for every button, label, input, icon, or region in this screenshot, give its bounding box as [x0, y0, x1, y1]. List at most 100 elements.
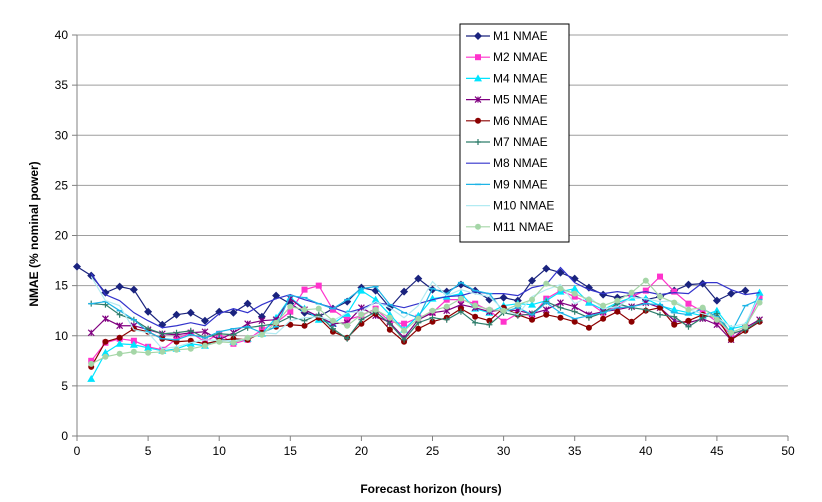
data-point — [301, 286, 308, 293]
legend-marker — [475, 223, 481, 230]
data-point — [301, 317, 308, 324]
data-point — [571, 308, 578, 315]
data-point — [685, 317, 692, 324]
legend-item: M6 NMAE — [466, 114, 548, 128]
legend-item: M4 NMAE — [466, 71, 548, 85]
data-point — [486, 321, 493, 328]
data-point — [415, 325, 422, 332]
data-point — [130, 348, 137, 355]
legend-marker — [474, 32, 482, 40]
data-point — [571, 303, 579, 311]
data-point — [115, 339, 124, 347]
data-point — [742, 323, 749, 330]
data-point — [528, 300, 537, 308]
series-7 — [90, 266, 760, 329]
data-point — [130, 337, 137, 344]
data-point — [443, 296, 450, 303]
legend-item: M11 NMAE — [466, 220, 553, 234]
data-point — [642, 287, 649, 294]
x-tick-label: 25 — [426, 444, 440, 458]
data-point — [571, 318, 578, 325]
data-point — [358, 316, 365, 323]
data-point — [528, 276, 537, 285]
data-point — [443, 303, 450, 310]
legend-item: M7 NMAE — [466, 135, 548, 149]
data-point — [699, 314, 706, 321]
data-point — [144, 307, 153, 316]
data-point — [486, 306, 493, 313]
data-point — [358, 311, 365, 318]
data-point — [329, 317, 336, 324]
data-point — [159, 330, 166, 337]
y-tick-label: 5 — [61, 379, 68, 393]
data-point — [457, 295, 464, 302]
data-point — [685, 306, 692, 313]
y-tick-label: 10 — [55, 329, 69, 343]
gridlines — [77, 34, 788, 437]
data-point — [657, 311, 664, 318]
data-point — [287, 313, 294, 320]
data-point — [485, 295, 494, 304]
data-point — [529, 296, 536, 303]
y-tick-label: 20 — [55, 229, 69, 243]
data-point — [129, 340, 138, 348]
x-tick-label: 35 — [568, 444, 582, 458]
data-point — [727, 289, 736, 298]
data-point — [244, 334, 251, 341]
data-point — [712, 306, 721, 314]
y-tick-label: 25 — [55, 178, 69, 192]
legend-label: M11 NMAE — [493, 220, 553, 234]
data-point — [87, 329, 95, 337]
data-point — [401, 327, 408, 334]
legend-label: M2 NMAE — [493, 50, 548, 64]
data-point — [116, 334, 123, 341]
data-point — [186, 308, 195, 317]
data-point — [514, 301, 521, 308]
data-point — [642, 277, 649, 284]
data-point — [728, 336, 735, 343]
legend-item: M5 NMAE — [466, 93, 548, 107]
data-point — [755, 288, 764, 296]
legend-label: M7 NMAE — [493, 135, 548, 149]
data-point — [557, 304, 564, 311]
data-point — [500, 318, 507, 325]
legend-label: M1 NMAE — [493, 29, 548, 43]
data-point — [215, 307, 224, 316]
data-point — [570, 274, 579, 283]
series-1 — [73, 262, 750, 329]
data-point — [557, 285, 564, 292]
data-point — [230, 331, 237, 338]
data-point — [216, 338, 223, 345]
data-point — [443, 316, 450, 323]
data-point — [671, 313, 678, 320]
data-point — [386, 314, 393, 321]
data-point — [713, 316, 720, 323]
data-point — [543, 311, 550, 318]
data-point — [88, 357, 95, 364]
data-point — [102, 338, 109, 345]
data-point — [756, 299, 763, 306]
data-point — [187, 327, 194, 334]
data-point — [173, 346, 180, 353]
data-point — [557, 299, 564, 307]
data-point — [571, 290, 578, 297]
data-point — [713, 310, 720, 317]
data-point — [585, 324, 592, 331]
x-tick-labels: 0 5 10 15 20 25 30 35 40 45 50 — [74, 444, 795, 458]
x-tick-label: 0 — [74, 444, 81, 458]
data-point — [514, 312, 521, 319]
data-point — [472, 313, 479, 320]
data-point — [671, 288, 678, 295]
data-point — [542, 264, 551, 273]
data-point — [713, 321, 721, 329]
data-point — [200, 316, 209, 325]
data-point — [301, 306, 308, 313]
data-point — [386, 320, 393, 327]
data-point — [599, 290, 608, 299]
legend-item: M8 NMAE — [466, 156, 548, 170]
x-tick-label: 30 — [497, 444, 511, 458]
legend-marker — [474, 74, 482, 82]
data-point — [315, 282, 322, 289]
data-point — [585, 296, 592, 303]
data-point — [201, 328, 209, 336]
